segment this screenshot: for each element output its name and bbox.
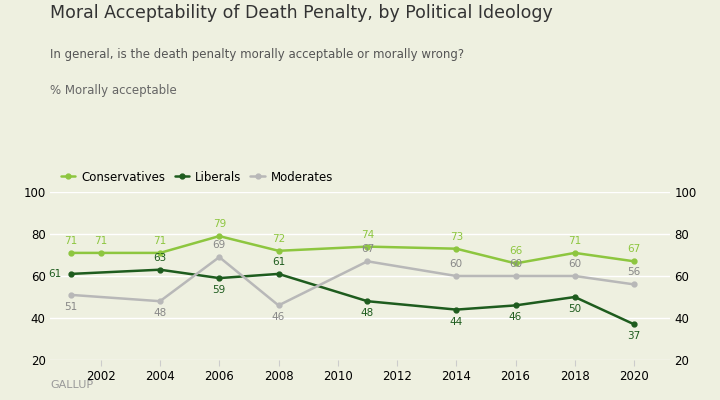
Text: 66: 66 bbox=[509, 246, 522, 256]
Line: Liberals: Liberals bbox=[68, 267, 636, 327]
Text: 50: 50 bbox=[568, 304, 581, 314]
Conservatives bbox=[96, 250, 105, 255]
Moderates bbox=[215, 255, 224, 260]
Text: 61: 61 bbox=[48, 269, 61, 279]
Text: 71: 71 bbox=[94, 236, 107, 246]
Text: 46: 46 bbox=[272, 312, 285, 322]
Text: 74: 74 bbox=[361, 230, 374, 240]
Conservatives bbox=[215, 234, 224, 238]
Text: 79: 79 bbox=[212, 219, 226, 229]
Text: 73: 73 bbox=[450, 232, 463, 242]
Text: 71: 71 bbox=[153, 236, 166, 246]
Text: 51: 51 bbox=[65, 302, 78, 312]
Text: In general, is the death penalty morally acceptable or morally wrong?: In general, is the death penalty morally… bbox=[50, 48, 464, 61]
Line: Moderates: Moderates bbox=[68, 255, 636, 308]
Text: 67: 67 bbox=[627, 244, 641, 254]
Text: 59: 59 bbox=[212, 285, 226, 295]
Text: 63: 63 bbox=[153, 253, 166, 263]
Text: 48: 48 bbox=[153, 308, 166, 318]
Conservatives bbox=[274, 248, 283, 253]
Text: 69: 69 bbox=[212, 240, 226, 250]
Liberals bbox=[511, 303, 520, 308]
Text: GALLUP: GALLUP bbox=[50, 380, 94, 390]
Conservatives bbox=[156, 250, 164, 255]
Text: 61: 61 bbox=[272, 257, 285, 267]
Conservatives bbox=[67, 250, 76, 255]
Moderates bbox=[452, 274, 461, 278]
Liberals bbox=[452, 307, 461, 312]
Conservatives bbox=[570, 250, 579, 255]
Legend: Conservatives, Liberals, Moderates: Conservatives, Liberals, Moderates bbox=[56, 166, 338, 188]
Liberals bbox=[363, 299, 372, 304]
Text: % Morally acceptable: % Morally acceptable bbox=[50, 84, 177, 97]
Text: 44: 44 bbox=[450, 316, 463, 326]
Conservatives bbox=[511, 261, 520, 266]
Moderates bbox=[630, 282, 639, 287]
Text: 72: 72 bbox=[272, 234, 285, 244]
Text: 60: 60 bbox=[568, 259, 581, 269]
Moderates bbox=[274, 303, 283, 308]
Text: 60: 60 bbox=[509, 259, 522, 269]
Text: 60: 60 bbox=[450, 259, 463, 269]
Liberals bbox=[156, 267, 164, 272]
Moderates bbox=[511, 274, 520, 278]
Moderates bbox=[570, 274, 579, 278]
Liberals bbox=[215, 276, 224, 280]
Text: 71: 71 bbox=[65, 236, 78, 246]
Text: 46: 46 bbox=[509, 312, 522, 322]
Text: 48: 48 bbox=[361, 308, 374, 318]
Liberals bbox=[630, 322, 639, 327]
Conservatives bbox=[630, 259, 639, 264]
Line: Conservatives: Conservatives bbox=[68, 234, 636, 266]
Liberals bbox=[67, 272, 76, 276]
Liberals bbox=[570, 294, 579, 299]
Text: Moral Acceptability of Death Penalty, by Political Ideology: Moral Acceptability of Death Penalty, by… bbox=[50, 4, 553, 22]
Text: 67: 67 bbox=[361, 244, 374, 254]
Text: 56: 56 bbox=[627, 268, 641, 278]
Moderates bbox=[67, 292, 76, 297]
Conservatives bbox=[452, 246, 461, 251]
Moderates bbox=[363, 259, 372, 264]
Text: 71: 71 bbox=[568, 236, 582, 246]
Moderates bbox=[156, 299, 164, 304]
Conservatives bbox=[363, 244, 372, 249]
Text: 37: 37 bbox=[627, 331, 641, 341]
Liberals bbox=[274, 272, 283, 276]
